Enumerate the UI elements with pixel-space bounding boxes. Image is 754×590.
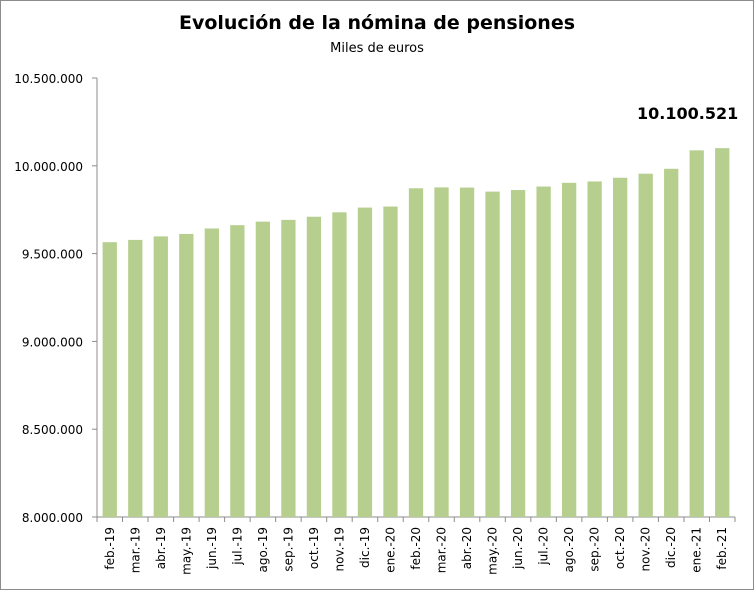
bar [715, 148, 730, 518]
y-tick-label: 10.500.000 [14, 72, 83, 86]
chart-subtitle: Miles de euros [330, 41, 424, 56]
bar [510, 190, 526, 517]
y-tick-label: 8.000.000 [22, 511, 83, 525]
x-tick-label: ene.-21 [690, 527, 704, 573]
x-tick-label: nov.-20 [639, 527, 653, 572]
data-label: 10.100.521 [637, 104, 738, 123]
x-tick-label: mar.-19 [128, 527, 142, 573]
x-tick-label: ago.-19 [256, 527, 270, 573]
y-axis: 8.000.000 8.500.000 9.000.000 9.500.000 10.0… [14, 72, 98, 525]
x-tick-label: sep.-20 [588, 527, 602, 572]
x-tick-label: oct.-19 [307, 527, 321, 569]
x-tick-label: feb.-20 [409, 527, 423, 570]
x-tick-label: jun.-20 [511, 527, 525, 570]
chart-title: Evolución de la nómina de pensiones [178, 12, 576, 34]
bar [128, 239, 143, 517]
x-tick-label: feb.-21 [715, 527, 729, 570]
bar [255, 221, 271, 517]
bar [153, 236, 168, 517]
bar [536, 186, 551, 517]
bars [102, 148, 730, 518]
bar [434, 187, 449, 517]
x-axis: feb.-19 mar.-19 abr.-19 may.-19 jun.-19 jul.-… [96, 516, 736, 575]
x-tick-label: ago.-20 [562, 527, 576, 573]
x-tick-label: dic.-19 [358, 527, 372, 568]
annotations: 10.100.521 [637, 104, 738, 123]
bar [306, 216, 322, 517]
x-tick-label: nov.-19 [332, 527, 346, 572]
x-tick-label: abr.-20 [460, 527, 474, 569]
y-tick-label: 10.000.000 [14, 160, 83, 174]
x-tick-label: feb.-19 [103, 527, 117, 570]
bar [664, 168, 679, 517]
y-tick-label: 9.000.000 [22, 335, 83, 349]
bar [613, 177, 628, 518]
bar [179, 233, 194, 517]
y-tick-label: 8.500.000 [22, 423, 83, 437]
bar [638, 173, 653, 517]
bar [689, 150, 704, 517]
bar [383, 206, 398, 518]
x-tick-label: dic.-20 [664, 527, 678, 568]
bar [459, 187, 475, 517]
x-tick-label: may.-20 [486, 527, 500, 575]
bar [561, 182, 577, 518]
x-tick-label: jul.-19 [230, 527, 244, 566]
x-tick-label: jun.-19 [205, 527, 219, 570]
bar [485, 191, 500, 517]
x-tick-label: sep.-19 [281, 527, 295, 572]
bar [102, 242, 117, 517]
bar [408, 188, 424, 517]
y-tick-label: 9.500.000 [22, 248, 83, 262]
bar [332, 212, 347, 518]
bar [357, 207, 373, 517]
x-tick-label: oct.-20 [613, 527, 627, 569]
bar [281, 219, 296, 517]
x-tick-label: ene.-20 [383, 527, 397, 573]
x-tick-label: abr.-19 [154, 527, 168, 569]
x-tick-label: may.-19 [179, 527, 193, 575]
x-tick-label: mar.-20 [435, 527, 449, 573]
bar [204, 228, 219, 517]
bar [587, 181, 602, 517]
bar [230, 225, 245, 517]
x-tick-label: jul.-20 [537, 527, 551, 566]
